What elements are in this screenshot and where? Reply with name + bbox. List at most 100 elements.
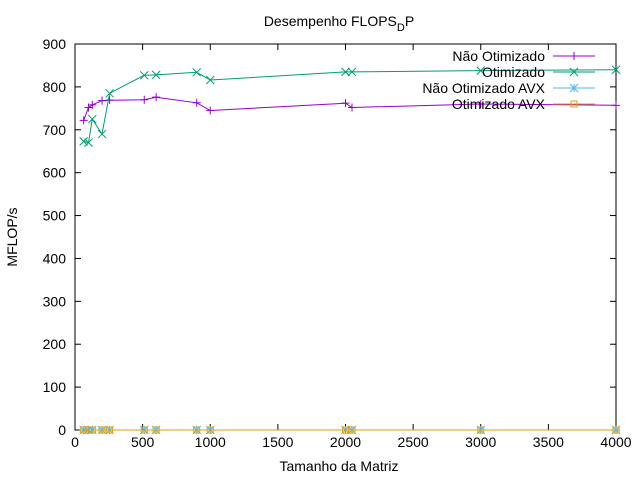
data-point-shape: [79, 116, 88, 125]
data-point: [80, 426, 88, 434]
y-axis-label: MFLOP/s: [4, 207, 20, 266]
data-point: [193, 426, 201, 434]
data-point: [151, 70, 161, 80]
data-point-shape: [476, 66, 486, 75]
legend-marker: [570, 52, 578, 60]
data-point-shape: [348, 426, 356, 434]
x-tick-label: 4000: [600, 434, 631, 450]
data-point-shape: [88, 100, 97, 109]
x-tick-label: 1000: [195, 434, 226, 450]
legend-item-otimizado: Otimizado: [482, 64, 595, 80]
data-point: [105, 88, 114, 98]
data-point-shape: [79, 425, 89, 435]
data-point: [106, 426, 114, 434]
data-point: [140, 426, 148, 434]
data-point: [476, 66, 486, 75]
series-otimizado-avx: [80, 426, 620, 434]
y-tick-label: 400: [43, 250, 67, 266]
x-axis-ticks: 0 500 1000 1500 2000 2500 3000 3500 4000: [71, 44, 632, 450]
legend-marker: [570, 100, 578, 108]
data-point: [612, 101, 620, 110]
x-tick-label: 0: [71, 434, 79, 450]
data-point-shape: [341, 99, 350, 108]
data-point: [79, 137, 89, 146]
data-point-shape: [205, 75, 215, 85]
data-point-shape: [151, 70, 161, 80]
data-point-shape: [152, 426, 160, 434]
data-point-shape: [98, 96, 107, 105]
x-tick-label: 2000: [330, 434, 361, 450]
data-point: [476, 100, 485, 109]
data-point: [105, 96, 114, 105]
y-tick-label: 200: [43, 336, 67, 352]
y-tick-label: 500: [43, 208, 67, 224]
legend-marker-shape: [569, 83, 579, 93]
data-point: [205, 75, 215, 85]
data-point-shape: [79, 137, 89, 146]
data-point: [139, 70, 149, 80]
data-point-shape: [105, 88, 114, 98]
data-point-shape: [206, 106, 215, 115]
data-point-shape: [85, 426, 93, 434]
legend-label: Otimizado: [482, 64, 545, 80]
data-point: [84, 138, 93, 147]
data-point: [79, 425, 89, 435]
legend-marker: [569, 83, 579, 93]
data-point-shape: [206, 426, 214, 434]
data-point-shape: [347, 67, 357, 77]
data-point-shape: [105, 96, 114, 105]
data-point-shape: [98, 426, 106, 434]
data-point: [88, 426, 96, 434]
x-axis-label: Tamanho da Matriz: [279, 458, 398, 474]
x-tick-label: 500: [131, 434, 155, 450]
data-point-shape: [88, 426, 96, 434]
data-point: [140, 95, 149, 104]
data-point: [192, 98, 201, 107]
legend-label: Não Otimizado: [452, 48, 545, 64]
data-point-shape: [612, 426, 620, 434]
data-point: [97, 129, 107, 139]
y-tick-label: 900: [43, 36, 67, 52]
data-point-shape: [611, 65, 621, 75]
data-point: [87, 114, 97, 124]
x-tick-label: 3500: [533, 434, 564, 450]
data-point: [341, 67, 350, 77]
data-point: [477, 426, 485, 434]
data-point: [206, 106, 215, 115]
data-point: [347, 103, 356, 112]
data-point-shape: [152, 93, 161, 102]
data-point-shape: [193, 426, 201, 434]
data-point-shape: [139, 70, 149, 80]
data-point-shape: [341, 67, 350, 77]
data-point: [341, 99, 350, 108]
data-point-shape: [80, 426, 88, 434]
x-tick-label: 3000: [465, 434, 496, 450]
chart-title: Desempenho FLOPSDP: [264, 13, 414, 34]
y-tick-label: 600: [43, 165, 67, 181]
y-tick-label: 0: [58, 422, 66, 438]
data-point-shape: [140, 95, 149, 104]
data-point-shape: [192, 67, 202, 77]
legend-marker: [569, 67, 579, 77]
data-point-shape: [84, 138, 93, 147]
data-point-shape: [192, 98, 201, 107]
series-nao-otimizado: [79, 93, 620, 125]
legend-marker-shape: [570, 100, 578, 108]
x-tick-label: 2500: [398, 434, 429, 450]
y-tick-label: 800: [43, 79, 67, 95]
series-layer: [79, 65, 621, 435]
data-point: [192, 67, 202, 77]
data-point-shape: [477, 426, 485, 434]
legend-label: Não Otimizado AVX: [422, 80, 545, 96]
data-point-shape: [476, 100, 485, 109]
data-point: [152, 93, 161, 102]
legend-item-nao-otimizado: Não Otimizado: [452, 48, 595, 64]
data-point: [348, 426, 356, 434]
x-tick-label: 1500: [262, 434, 293, 450]
legend-label: Otimizado AVX: [452, 96, 546, 112]
y-axis-ticks: 0 100 200 300 400 500 600 700 800 900: [43, 36, 616, 438]
data-point: [347, 67, 357, 77]
data-point: [98, 96, 107, 105]
